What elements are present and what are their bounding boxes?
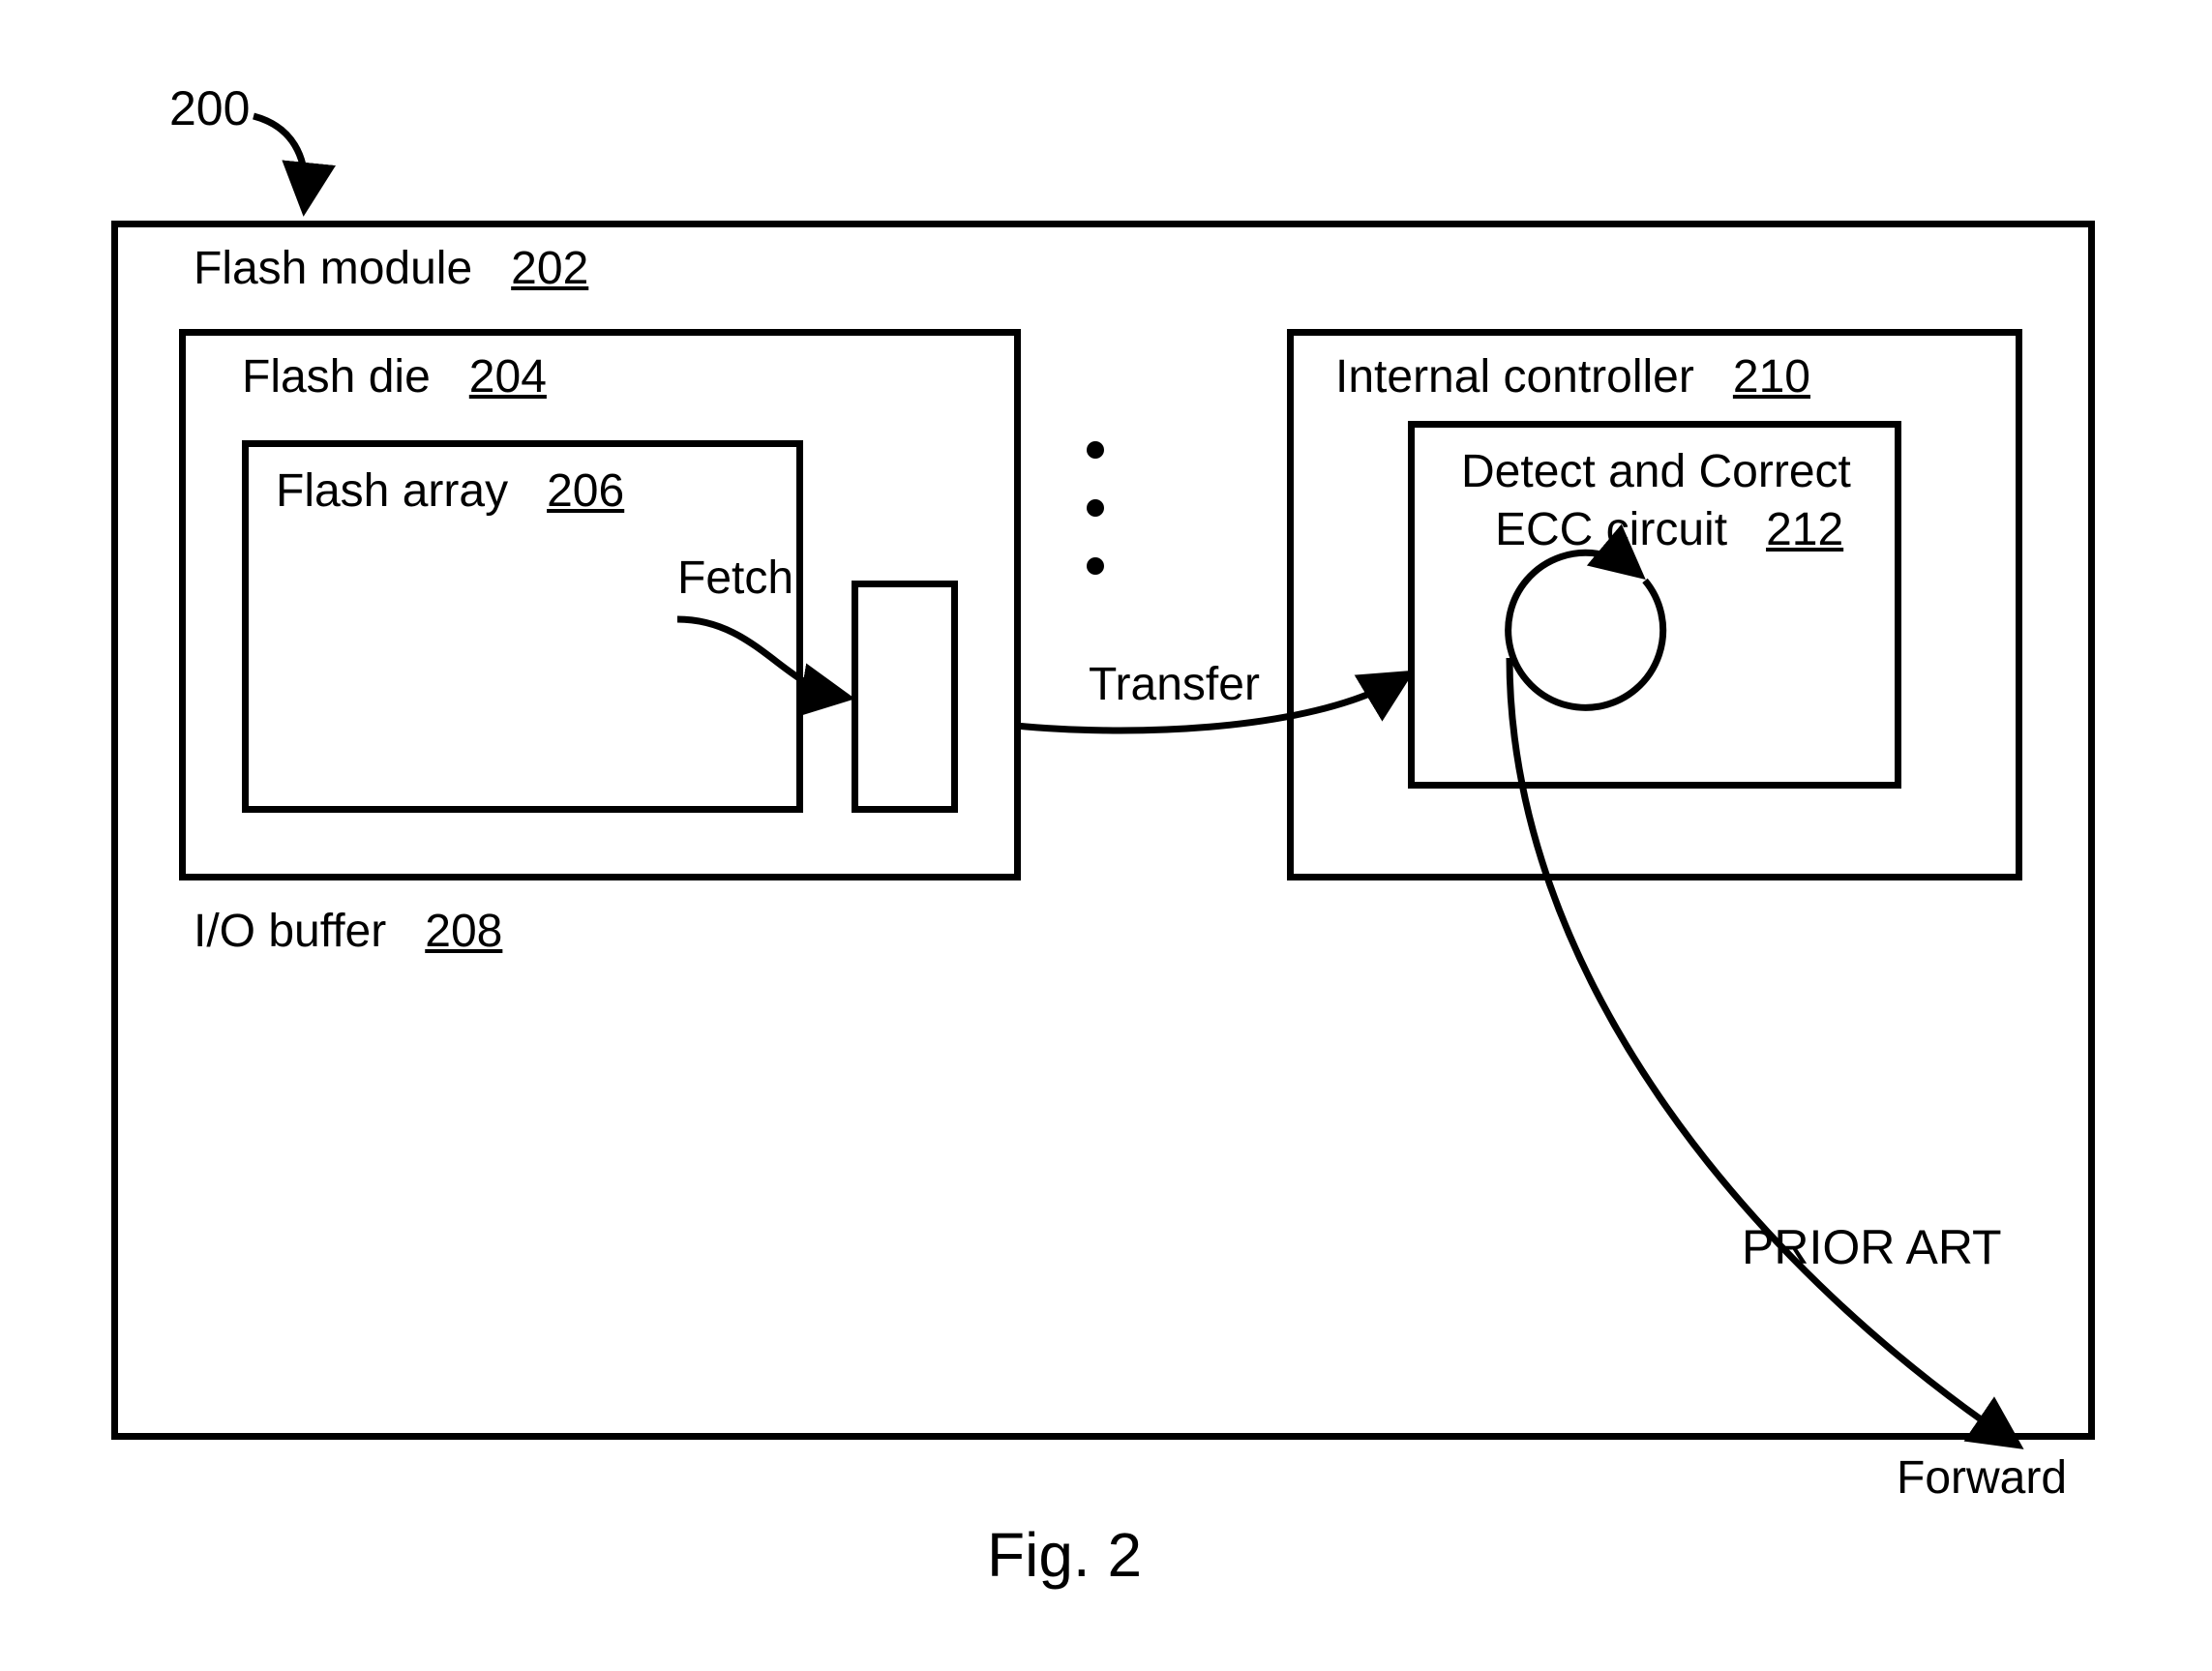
ecc-circuit-title: ECC circuit 212	[1495, 503, 1843, 556]
flash-die-ref: 204	[469, 351, 547, 403]
ellipsis-dot	[1087, 557, 1104, 575]
io-buffer-title-text: I/O buffer	[194, 906, 386, 957]
io-buffer-title: I/O buffer 208	[194, 905, 502, 958]
flash-module-title: Flash module 202	[194, 242, 588, 295]
flash-die-title: Flash die 204	[242, 350, 547, 403]
ecc-circuit-ref: 212	[1766, 504, 1843, 555]
forward-label: Forward	[1897, 1451, 2067, 1505]
flash-array-title: Flash array 206	[276, 464, 624, 518]
ellipsis-dot	[1087, 441, 1104, 459]
ref-200-arrow	[254, 116, 306, 203]
flash-array-ref: 206	[547, 465, 624, 517]
flash-module-title-text: Flash module	[194, 243, 472, 294]
figure-ref-number: 200	[169, 80, 250, 136]
internal-controller-ref: 210	[1733, 351, 1810, 403]
flash-module-ref: 202	[511, 243, 588, 294]
flash-die-title-text: Flash die	[242, 351, 431, 403]
io-buffer-box	[852, 581, 958, 813]
ecc-circuit-title-text: ECC circuit	[1495, 504, 1727, 555]
internal-controller-title-text: Internal controller	[1335, 351, 1694, 403]
io-buffer-ref: 208	[425, 906, 502, 957]
detect-correct-label: Detect and Correct	[1461, 445, 1851, 498]
transfer-label: Transfer	[1089, 658, 1260, 711]
flash-array-title-text: Flash array	[276, 465, 508, 517]
internal-controller-title: Internal controller 210	[1335, 350, 1810, 403]
figure-subcaption: PRIOR ART	[1742, 1219, 2002, 1275]
ellipsis-dot	[1087, 499, 1104, 517]
figure-caption: Fig. 2	[987, 1519, 1142, 1591]
fetch-label: Fetch	[677, 552, 793, 605]
